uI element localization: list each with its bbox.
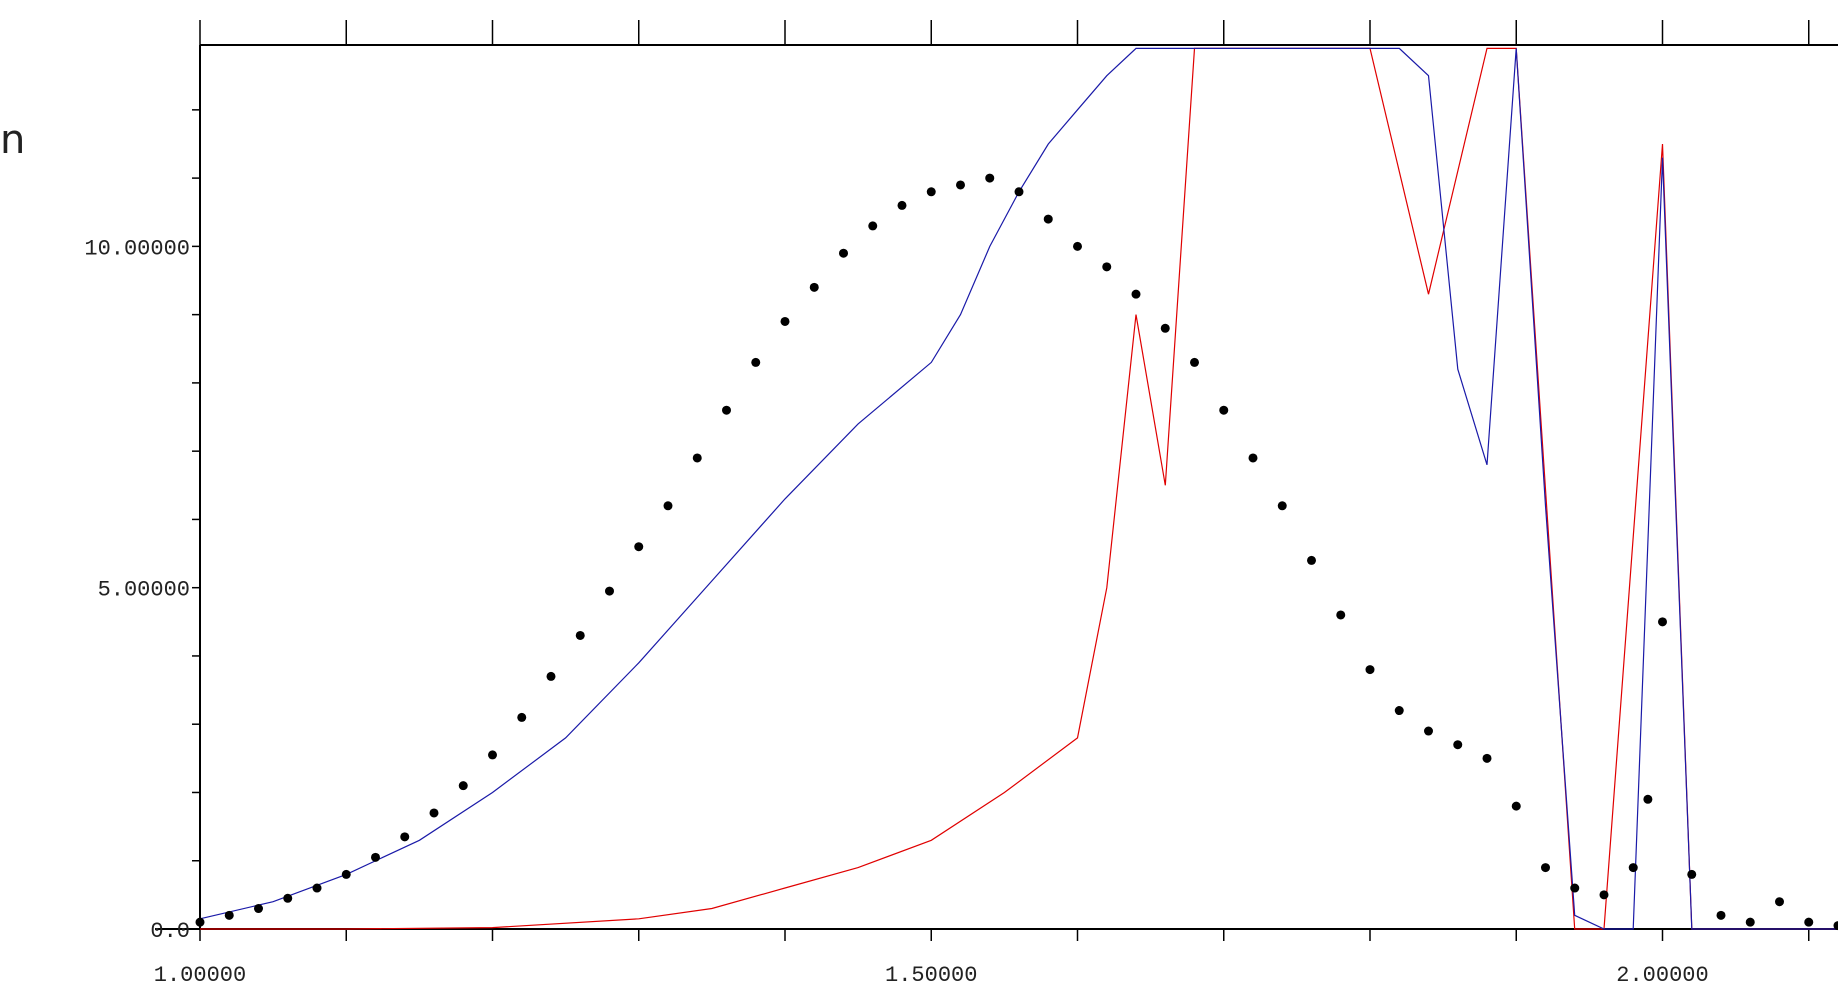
data-point: [868, 221, 878, 231]
data-point: [956, 180, 965, 190]
data-point: [1014, 187, 1024, 197]
data-point: [1716, 910, 1726, 920]
data-point: [1628, 863, 1638, 873]
series-line: [200, 47, 1838, 930]
data-point: [809, 282, 819, 292]
data-point: [1394, 706, 1404, 716]
data-point: [1248, 453, 1258, 463]
data-point: [488, 750, 497, 760]
data-point: [1833, 921, 1838, 931]
axis-ticks: [192, 20, 1810, 941]
x-tick-label: 2.00000: [1616, 963, 1708, 988]
data-point: [458, 781, 468, 791]
data-point: [1336, 610, 1346, 620]
data-point: [1745, 917, 1755, 927]
data-point: [224, 910, 234, 920]
x-tick-label: 1.50000: [885, 963, 977, 988]
data-point: [429, 808, 439, 818]
data-point: [692, 453, 702, 463]
data-point: [341, 869, 351, 879]
data-point: [1160, 323, 1170, 333]
data-point: [1482, 753, 1492, 763]
data-point: [839, 248, 848, 258]
y-tick-label: 0.0: [150, 919, 190, 944]
y-tick-label: 5.00000: [98, 578, 190, 603]
tick-labels: 1.00000 1.50000 2.00000 0.0 5.00000 10.00000: [84, 236, 1708, 988]
data-point: [1511, 801, 1521, 811]
data-point: [1804, 917, 1814, 927]
data-point: [1219, 405, 1229, 415]
data-point: [371, 852, 380, 862]
data-point: [1570, 883, 1580, 893]
data-point: [546, 671, 556, 681]
series-line: [199, 47, 1838, 930]
data-point: [400, 832, 410, 842]
data-point: [1073, 241, 1082, 251]
data-point: [1043, 214, 1053, 224]
data-point: [575, 630, 585, 640]
data-point: [1775, 897, 1784, 907]
data-point: [1453, 740, 1463, 750]
data-point: [605, 586, 614, 596]
data-point: [1643, 794, 1653, 804]
data-point: [1687, 869, 1697, 879]
data-point: [1365, 665, 1375, 675]
data-point: [1190, 357, 1199, 367]
data-point: [1131, 289, 1141, 299]
data-point: [1541, 863, 1550, 873]
data-point: [663, 501, 673, 511]
data-point: [254, 904, 263, 914]
data-point: [1599, 890, 1609, 900]
data-point: [722, 405, 731, 415]
x-tick-label: 1.00000: [154, 963, 246, 988]
data-point: [1307, 555, 1316, 565]
data-point: [1658, 617, 1667, 627]
data-point: [1277, 501, 1287, 511]
data-point: [985, 173, 995, 183]
data-point: [634, 542, 644, 552]
data-point: [1102, 262, 1112, 272]
data-point: [1424, 726, 1433, 736]
data-point: [283, 893, 293, 903]
data-point: [312, 883, 322, 893]
data-point: [195, 917, 205, 927]
y-tick-label: 10.00000: [84, 236, 190, 261]
series-layer: [195, 47, 1838, 931]
data-point: [780, 316, 790, 326]
data-point: [517, 712, 527, 722]
page-text-fragment: n: [0, 117, 26, 163]
data-point: [926, 187, 936, 197]
data-point: [751, 357, 761, 367]
data-point: [897, 200, 907, 210]
